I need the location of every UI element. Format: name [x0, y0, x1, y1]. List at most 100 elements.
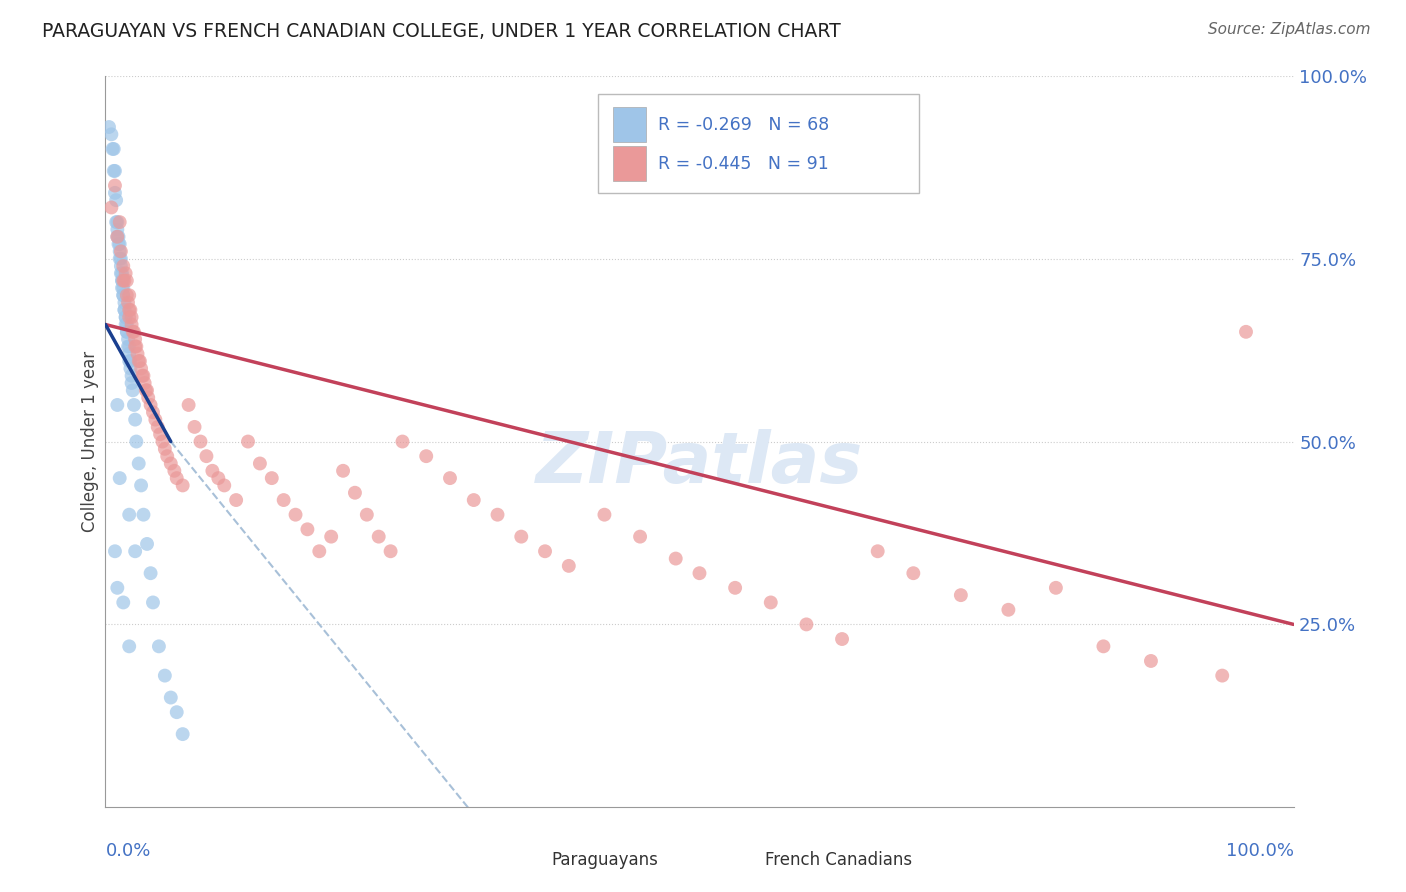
Point: [105, 229, 128, 244]
Point: [100, 201, 122, 215]
FancyBboxPatch shape: [516, 848, 541, 871]
Point: [115, 325, 138, 339]
Point: [136, 391, 159, 405]
Point: [121, 368, 143, 383]
Text: 0.0%: 0.0%: [105, 842, 150, 861]
Point: [112, 288, 135, 302]
Point: [107, 237, 129, 252]
Point: [225, 493, 247, 508]
Point: [124, 544, 146, 558]
Point: [380, 544, 402, 558]
Point: [132, 508, 155, 522]
Y-axis label: College, Under 1 year: College, Under 1 year: [80, 351, 98, 533]
Text: PARAGUAYAN VS FRENCH CANADIAN COLLEGE, UNDER 1 YEAR CORRELATION CHART: PARAGUAYAN VS FRENCH CANADIAN COLLEGE, U…: [42, 22, 841, 41]
Point: [117, 332, 139, 346]
Point: [114, 318, 136, 332]
Point: [172, 478, 194, 492]
Point: [139, 566, 162, 581]
Point: [796, 617, 818, 632]
Point: [122, 398, 145, 412]
Point: [510, 530, 533, 544]
Point: [949, 588, 972, 602]
Point: [121, 325, 143, 339]
Point: [1045, 581, 1067, 595]
Point: [665, 551, 688, 566]
Point: [136, 384, 159, 398]
Point: [201, 464, 224, 478]
Point: [114, 274, 136, 288]
Point: [100, 128, 122, 142]
Point: [1234, 325, 1257, 339]
Point: [105, 215, 128, 229]
Point: [284, 508, 307, 522]
Point: [122, 325, 145, 339]
Point: [177, 398, 200, 412]
Point: [112, 595, 135, 609]
Point: [104, 164, 127, 178]
Point: [558, 558, 581, 573]
Point: [105, 229, 128, 244]
Point: [125, 339, 148, 353]
Point: [628, 530, 651, 544]
Point: [112, 259, 135, 273]
Point: [260, 471, 283, 485]
Point: [831, 632, 853, 646]
Point: [308, 544, 330, 558]
Point: [107, 229, 129, 244]
Point: [273, 493, 295, 508]
Point: [111, 266, 134, 280]
Point: [129, 361, 152, 376]
Point: [121, 384, 143, 398]
Point: [391, 434, 413, 449]
Point: [148, 640, 170, 654]
Point: [129, 478, 152, 492]
FancyBboxPatch shape: [730, 848, 755, 871]
Point: [120, 302, 142, 317]
Point: [111, 274, 134, 288]
Point: [129, 354, 152, 368]
Point: [112, 288, 135, 302]
Point: [118, 288, 141, 302]
Point: [111, 281, 134, 295]
Point: [142, 595, 165, 609]
Point: [118, 508, 141, 522]
Point: [997, 603, 1019, 617]
Point: [118, 339, 141, 353]
Point: [724, 581, 747, 595]
Point: [142, 405, 165, 419]
Point: [115, 274, 138, 288]
Point: [135, 384, 157, 398]
Point: [131, 368, 153, 383]
Point: [866, 544, 889, 558]
Point: [172, 727, 194, 741]
Point: [121, 376, 143, 390]
Point: [98, 120, 121, 134]
Point: [108, 252, 131, 266]
Point: [149, 427, 172, 442]
Point: [105, 222, 128, 236]
Point: [110, 252, 132, 266]
Point: [343, 485, 366, 500]
Point: [101, 142, 124, 156]
Point: [593, 508, 616, 522]
Point: [108, 244, 131, 259]
Point: [128, 354, 150, 368]
Point: [143, 412, 166, 426]
Point: [112, 281, 135, 295]
Point: [114, 302, 136, 317]
Point: [105, 398, 128, 412]
Point: [534, 544, 557, 558]
Point: [121, 318, 143, 332]
Text: R = -0.445   N = 91: R = -0.445 N = 91: [658, 154, 828, 172]
Point: [166, 705, 188, 719]
Point: [759, 595, 782, 609]
Point: [105, 581, 128, 595]
Text: R = -0.269   N = 68: R = -0.269 N = 68: [658, 116, 830, 134]
Point: [153, 442, 176, 456]
Point: [103, 142, 125, 156]
Text: Paraguayans: Paraguayans: [551, 851, 658, 869]
Point: [118, 640, 141, 654]
Point: [108, 237, 131, 252]
Point: [114, 302, 136, 317]
Point: [118, 310, 141, 325]
